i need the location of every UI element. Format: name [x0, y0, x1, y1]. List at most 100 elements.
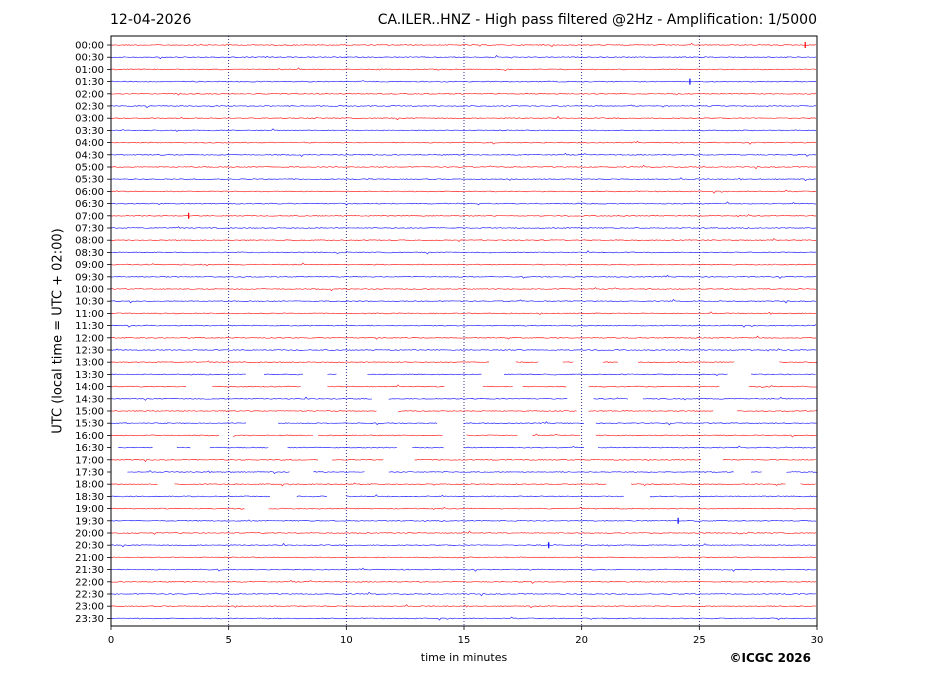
y-tick-label: 14:00 — [75, 382, 104, 393]
y-tick-label: 19:30 — [75, 516, 104, 527]
trace-0200 — [110, 92, 817, 96]
trace-1700 — [722, 459, 816, 461]
trace-0830 — [110, 250, 817, 255]
trace-1430 — [110, 396, 373, 401]
trace-0030 — [110, 54, 817, 60]
trace-1030 — [110, 299, 817, 304]
chart-date: 12-04-2026 — [110, 12, 192, 28]
trace-2200 — [110, 580, 817, 584]
y-tick-label: 08:30 — [75, 248, 104, 259]
trace-1730 — [388, 471, 734, 473]
trace-1900 — [268, 506, 817, 511]
y-tick-label: 09:30 — [75, 272, 104, 283]
x-tick-label: 30 — [811, 635, 824, 646]
y-tick-label: 07:00 — [75, 211, 104, 222]
trace-0530 — [110, 177, 817, 182]
trace-0500 — [110, 164, 817, 170]
trace-2030 — [110, 542, 817, 548]
trace-1830 — [296, 495, 327, 498]
y-tick-label: 10:00 — [75, 285, 104, 296]
trace-1500 — [588, 410, 714, 412]
trace-1300 — [602, 361, 618, 363]
trace-1200 — [110, 335, 817, 340]
y-tick-label: 18:30 — [75, 492, 104, 503]
trace-1400 — [110, 385, 187, 388]
y-tick-label: 15:00 — [75, 407, 104, 418]
y-tick-label: 06:30 — [75, 199, 104, 210]
trace-0130 — [110, 80, 817, 83]
trace-1830 — [346, 494, 624, 498]
trace-0430 — [110, 153, 817, 158]
y-tick-label: 12:00 — [75, 333, 104, 344]
x-axis-label: time in minutes — [420, 651, 508, 664]
y-tick-label: 05:30 — [75, 175, 104, 186]
trace-1800 — [174, 482, 607, 487]
y-tick-label: 23:30 — [75, 614, 104, 625]
trace-1700 — [332, 459, 384, 461]
y-tick-label: 17:00 — [75, 455, 104, 466]
y-tick-label: 05:00 — [75, 163, 104, 174]
trace-1800 — [110, 483, 158, 485]
trace-0000 — [110, 42, 817, 48]
y-tick-label: 12:30 — [75, 346, 104, 357]
trace-1600 — [595, 434, 817, 438]
trace-1600 — [233, 434, 313, 438]
trace-1430 — [388, 398, 568, 400]
trace-1600 — [110, 434, 220, 437]
y-tick-label: 13:00 — [75, 358, 104, 369]
trace-1500 — [110, 410, 377, 412]
trace-0730 — [110, 226, 817, 230]
trace-1000 — [110, 287, 817, 292]
y-tick-label: 09:00 — [75, 260, 104, 271]
trace-1730 — [313, 470, 365, 473]
x-tick-label: 25 — [693, 635, 706, 646]
y-tick-label: 02:00 — [75, 89, 104, 100]
trace-1400 — [327, 384, 445, 388]
trace-0330 — [110, 128, 817, 132]
trace-1430 — [642, 396, 817, 401]
y-tick-label: 02:30 — [75, 102, 104, 113]
trace-1330 — [503, 373, 728, 377]
y-tick-label: 08:00 — [75, 236, 104, 247]
trace-1330 — [751, 373, 816, 376]
y-tick-label: 13:30 — [75, 370, 104, 381]
trace-1830 — [110, 495, 271, 498]
trace-1330 — [327, 373, 337, 376]
trace-1100 — [110, 311, 817, 315]
y-tick-label: 01:00 — [75, 65, 104, 76]
trace-1930 — [110, 519, 817, 522]
trace-1400 — [588, 385, 720, 388]
x-tick-label: 0 — [108, 635, 114, 646]
trace-1700 — [414, 458, 702, 462]
trace-1300 — [515, 361, 539, 363]
trace-1430 — [593, 397, 629, 400]
y-tick-label: 06:00 — [75, 187, 104, 198]
y-tick-label: 20:00 — [75, 529, 104, 540]
y-tick-label: 22:00 — [75, 577, 104, 588]
trace-0300 — [110, 115, 817, 121]
copyright-label: ©ICGC 2026 — [729, 651, 811, 665]
trace-1630 — [463, 445, 585, 449]
y-tick-label: 00:30 — [75, 53, 104, 64]
trace-1600 — [532, 433, 581, 437]
y-tick-label: 18:00 — [75, 480, 104, 491]
y-tick-label: 19:00 — [75, 504, 104, 515]
trace-1130 — [110, 324, 817, 328]
y-tick-label: 17:30 — [75, 468, 104, 479]
trace-1630 — [209, 446, 269, 449]
trace-1800 — [630, 483, 786, 487]
trace-1800 — [800, 483, 816, 485]
trace-0230 — [110, 104, 817, 109]
y-tick-label: 16:00 — [75, 431, 104, 442]
trace-0800 — [110, 237, 817, 242]
trace-1530 — [277, 422, 438, 426]
y-tick-label: 10:30 — [75, 297, 104, 308]
trace-1330 — [367, 373, 482, 376]
trace-1900 — [110, 507, 245, 510]
trace-0630 — [110, 201, 817, 206]
x-tick-label: 10 — [340, 635, 353, 646]
y-tick-label: 03:30 — [75, 126, 104, 137]
trace-1630 — [598, 445, 816, 449]
trace-1600 — [317, 434, 443, 437]
